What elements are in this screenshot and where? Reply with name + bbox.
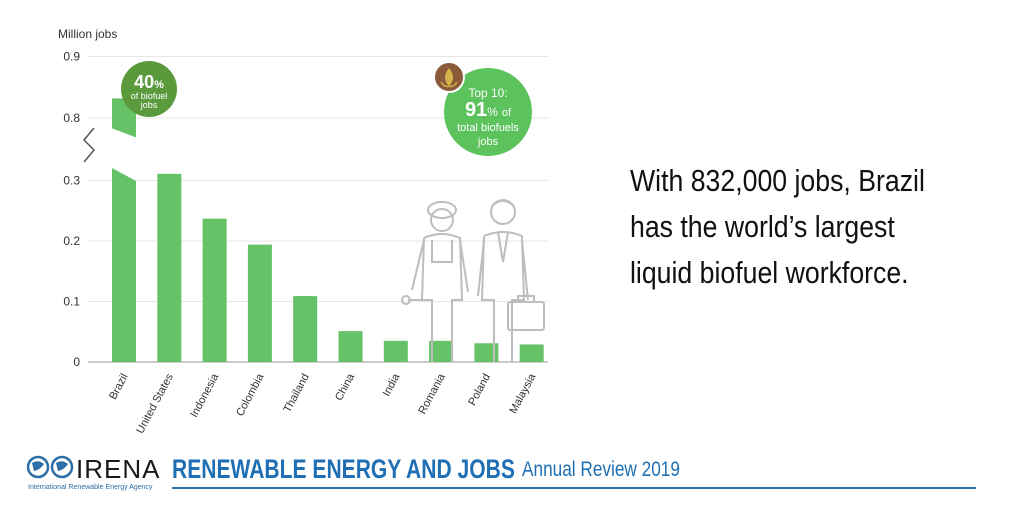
- report-title: RENEWABLE ENERGY AND JOBS: [172, 454, 515, 484]
- brazil-share-line1: of biofuel: [131, 91, 168, 101]
- x-categories: Brazil United States Indonesia Colombia Thai…: [107, 371, 539, 436]
- bar-colombia: [247, 244, 272, 362]
- x-tick-label: Poland: [466, 372, 493, 408]
- y-tick-label: 0.2: [63, 234, 80, 248]
- x-tick-label: India: [381, 371, 403, 398]
- y-axis-title: Million jobs: [58, 27, 117, 41]
- y-tick-label: 0.1: [63, 295, 80, 309]
- y-tick-label: 0.3: [63, 174, 80, 188]
- top10-share-line2: total biofuels: [457, 122, 519, 134]
- brazil-share-pct-sign: %: [154, 79, 164, 91]
- report-subtitle: Annual Review 2019: [522, 458, 680, 481]
- x-tick-label: Indonesia: [188, 371, 221, 420]
- top10-share-pct-sign: %: [487, 105, 498, 119]
- bar-united-states: [157, 173, 182, 362]
- brazil-share-value: 40: [134, 72, 154, 92]
- headline: With 832,000 jobs, Brazil has the world’…: [630, 163, 925, 290]
- irena-logo-icon: [26, 455, 74, 479]
- bar-indonesia: [202, 218, 227, 362]
- x-tick-label: United States: [134, 371, 176, 435]
- brazil-share-callout: 40% of biofuel jobs: [121, 61, 177, 117]
- brand-name: IRENA: [76, 454, 161, 484]
- bar-malaysia: [519, 344, 544, 362]
- y-tick-label: 0.9: [63, 50, 80, 64]
- footer-rule: [172, 487, 976, 489]
- x-tick-label: Malaysia: [507, 371, 538, 416]
- bar-chart: Million jobs 0 0.1 0.2 0.3 0.8 0.9 Brazil Unit…: [58, 27, 548, 436]
- axis-break-marker: [82, 127, 96, 163]
- bar-thailand: [293, 296, 318, 362]
- x-tick-label: Brazil: [107, 372, 131, 402]
- x-tick-label: Thailand: [281, 372, 311, 415]
- brazil-share-line2: jobs: [140, 100, 158, 110]
- top10-share-circle: [444, 68, 532, 156]
- top10-share-callout: Top 10: 91% of total biofuels jobs: [433, 61, 532, 156]
- bar-china: [338, 331, 363, 362]
- bar-romania: [429, 340, 454, 362]
- top10-share-of: of: [502, 107, 512, 119]
- svg-text:40%: 40%: [134, 72, 164, 92]
- bar-india: [383, 340, 408, 362]
- y-ticks: 0 0.1 0.2 0.3 0.8 0.9: [63, 50, 80, 370]
- x-tick-label: Romania: [416, 371, 448, 416]
- svg-text:91%of: 91% of: [465, 99, 512, 121]
- brazil-share-circle: [121, 61, 177, 117]
- top10-share-line3: jobs: [477, 136, 499, 148]
- top10-share-value: 91: [465, 99, 487, 121]
- bar-poland: [474, 343, 499, 362]
- y-tick-label: 0.8: [63, 111, 80, 125]
- x-tick-label: China: [333, 371, 358, 403]
- top10-share-line1: Top 10:: [468, 86, 507, 100]
- y-tick-label: 0: [73, 355, 80, 369]
- brand-subtitle: International Renewable Energy Agency: [28, 484, 153, 491]
- footer: IRENA International Renewable Energy Age…: [0, 446, 1024, 506]
- bar-brazil: [112, 168, 136, 362]
- bars: [112, 98, 544, 362]
- x-tick-label: Colombia: [234, 371, 267, 418]
- workers-illustration: [401, 199, 545, 362]
